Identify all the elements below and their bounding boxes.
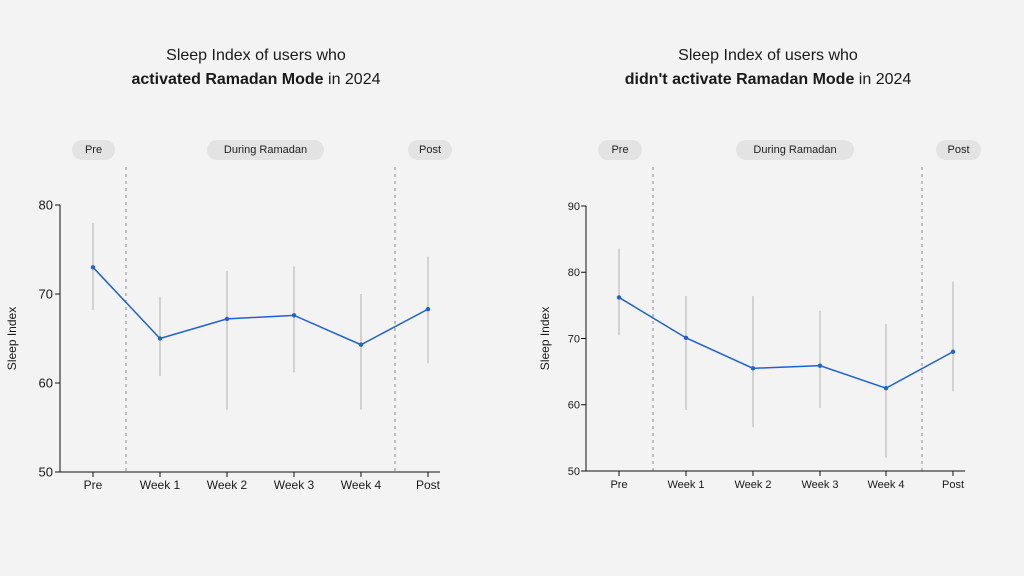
data-point [291, 313, 297, 318]
phase-pill-during: During Ramadan [207, 140, 324, 160]
x-tick-label: Post [942, 479, 964, 491]
x-tick-label: Post [416, 478, 441, 492]
x-tick-label: Week 1 [667, 479, 704, 491]
phase-pill-during: During Ramadan [736, 140, 854, 160]
x-tick-label: Week 3 [274, 478, 315, 492]
chart-title: Sleep Index of users who didn't activate… [512, 44, 1024, 92]
chart-title-line1: Sleep Index of users who [678, 47, 858, 64]
chart-title-line2: didn't activate Ramadan Mode in 2024 [512, 68, 1024, 92]
sleep-index-chart-not-activated: 50 60 70 80 90 Sleep Index Pre Week 1 Week 2 Week… [538, 167, 965, 491]
y-tick-label: 70 [39, 287, 53, 302]
data-point [224, 316, 230, 322]
chart-title-suffix: in 2024 [854, 71, 912, 88]
chart-title-line2: activated Ramadan Mode in 2024 [0, 68, 512, 92]
y-tick-label: 90 [568, 201, 580, 213]
phase-pill-post: Post [408, 140, 452, 160]
data-point [750, 366, 756, 371]
chart-title: Sleep Index of users who activated Ramad… [0, 44, 512, 92]
chart-title-bold: didn't activate Ramadan Mode [624, 71, 855, 88]
data-point [358, 342, 364, 347]
chart-title-bold: activated Ramadan Mode [131, 71, 324, 88]
phase-pill-post: Post [936, 140, 981, 160]
data-point [883, 385, 889, 391]
x-tick-label: Week 4 [341, 478, 382, 492]
data-point [157, 336, 163, 341]
data-point [683, 335, 689, 341]
y-tick-label: 60 [568, 400, 580, 412]
series-line [618, 296, 954, 390]
data-point [950, 349, 956, 354]
chart-panel-not-activated: Sleep Index of users who didn't activate… [512, 0, 1024, 576]
x-tick-label: Pre [610, 479, 627, 491]
chart-title-line1: Sleep Index of users who [166, 47, 346, 64]
phase-pill-pre: Pre [72, 140, 115, 160]
y-tick-label: 70 [568, 333, 580, 345]
x-tick-label: Week 1 [140, 478, 181, 492]
x-tick-label: Week 2 [734, 479, 771, 491]
x-tick-label: Week 3 [801, 479, 838, 491]
sleep-index-chart-activated: 50 60 70 80 Sleep Index Pre Week 1 Week 2 Week 3… [5, 167, 441, 492]
y-tick-label: 50 [39, 465, 53, 480]
y-tick-label: 60 [39, 376, 53, 391]
chart-title-suffix: in 2024 [323, 71, 381, 88]
phase-pill-pre: Pre [598, 140, 642, 160]
y-axis-label: Sleep Index [538, 307, 552, 370]
x-tick-label: Week 4 [867, 479, 904, 491]
y-tick-label: 80 [568, 267, 580, 279]
data-point [616, 295, 622, 300]
x-tick-label: Week 2 [207, 478, 248, 492]
data-point [425, 306, 431, 312]
chart-panel-activated: Sleep Index of users who activated Ramad… [0, 44, 512, 492]
y-axis-label: Sleep Index [5, 307, 19, 370]
y-tick-label: 50 [568, 466, 580, 478]
series-line [92, 266, 429, 346]
x-tick-label: Pre [84, 478, 103, 492]
y-tick-label: 80 [39, 198, 53, 213]
data-point [90, 265, 96, 270]
data-point [817, 363, 823, 368]
